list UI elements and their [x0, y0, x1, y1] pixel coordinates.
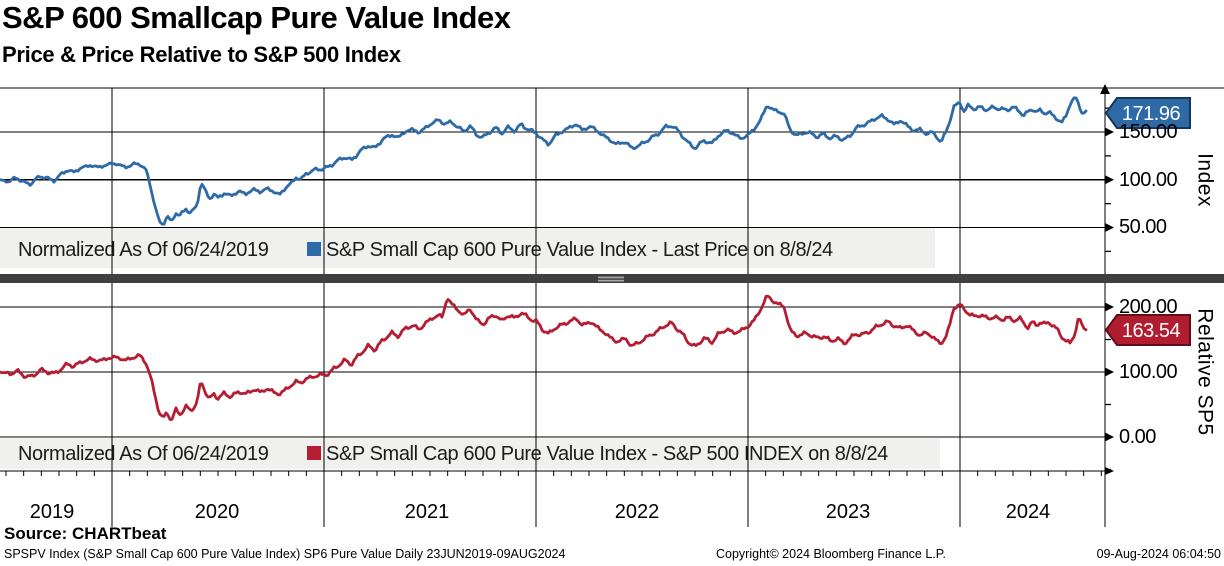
major-tick-arrow-icon — [1105, 302, 1114, 312]
xtick-2019: 2019 — [30, 501, 75, 523]
price-series-line — [0, 96, 1088, 226]
top-legend[interactable]: Normalized As Of 06/24/2019 S&P Small Ca… — [18, 239, 833, 261]
top-last-price-tag-label: 171.96 — [1122, 103, 1181, 125]
page-subtitle: Price & Price Relative to S&P 500 Index — [2, 42, 401, 67]
chart-canvas: 150.00 100.00 50.00 200.00 100.00 0.00 I… — [0, 84, 1224, 527]
bottom-ytick-200: 200.00 — [1119, 296, 1178, 318]
major-tick-arrow-icon — [1105, 223, 1114, 232]
top-ytick-100: 100.00 — [1119, 169, 1178, 191]
footnote-timestamp: 09-Aug-2024 06:04:50 — [1096, 547, 1221, 561]
xtick-2024: 2024 — [1006, 501, 1051, 523]
bottom-ytick-0: 0.00 — [1119, 426, 1156, 448]
divider-handle-icon[interactable] — [598, 279, 624, 282]
bottom-legend[interactable]: Normalized As Of 06/24/2019 S&P Small Ca… — [18, 443, 889, 465]
axis-top-arrow-icon — [1100, 84, 1110, 94]
top-legend-strip — [0, 228, 935, 269]
top-legend-series-label: S&P Small Cap 600 Pure Value Index - Las… — [326, 239, 833, 261]
axis-end-arrow-icon — [1105, 467, 1114, 475]
bottom-last-price-tag — [1104, 314, 1191, 346]
bottom-legend-key-icon — [307, 446, 321, 460]
top-legend-normalized-note: Normalized As Of 06/24/2019 — [18, 239, 269, 261]
major-tick-arrow-icon — [1105, 432, 1114, 442]
xtick-2022: 2022 — [615, 501, 660, 523]
source-line: Source: CHARTbeat — [4, 524, 167, 543]
major-tick-arrow-icon — [1105, 127, 1114, 137]
panel-divider — [0, 274, 1224, 283]
top-ytick-150: 150.00 — [1119, 121, 1178, 143]
major-tick-arrow-icon — [1105, 175, 1114, 185]
bottom-ytick-100: 100.00 — [1119, 361, 1178, 383]
top-ytick-50: 50.00 — [1119, 216, 1167, 238]
major-tick-arrow-icon — [1105, 367, 1114, 377]
page-title: S&P 600 Smallcap Pure Value Index — [2, 0, 511, 35]
bottom-legend-normalized-note: Normalized As Of 06/24/2019 — [18, 443, 269, 465]
bottom-axis-title: Relative SP5 — [1194, 308, 1217, 435]
xtick-2020: 2020 — [195, 501, 240, 523]
divider-handle-icon[interactable] — [598, 276, 624, 279]
top-legend-key-icon — [307, 242, 321, 256]
relative-series-line — [0, 294, 1088, 421]
xtick-2021: 2021 — [405, 501, 450, 523]
top-axis-title: Index — [1194, 153, 1217, 207]
bottom-legend-series-label: S&P Small Cap 600 Pure Value Index - S&P… — [326, 443, 888, 465]
footnote-copyright: Copyright© 2024 Bloomberg Finance L.P. — [716, 547, 946, 561]
bottom-last-price-tag-label: 163.54 — [1122, 320, 1181, 342]
xtick-2023: 2023 — [826, 501, 871, 523]
footnote-ticker-info: SPSPV Index (S&P Small Cap 600 Pure Valu… — [4, 547, 566, 561]
bottom-legend-strip — [0, 438, 940, 469]
top-last-price-tag — [1104, 97, 1191, 129]
